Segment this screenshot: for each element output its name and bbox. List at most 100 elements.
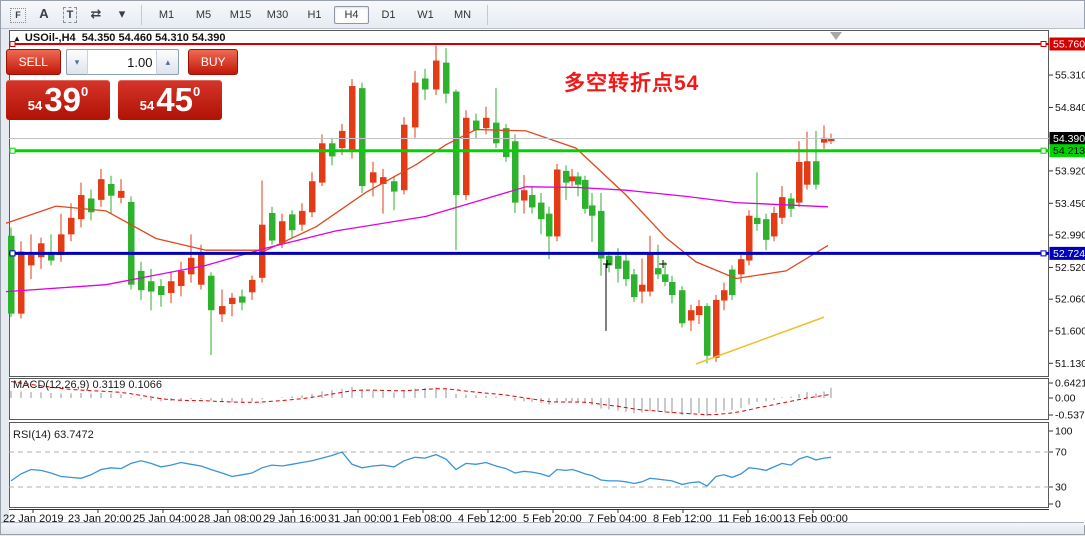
candle-body [299,211,306,225]
rsi-indicator-label: RSI(14) 63.7472 [13,429,94,441]
green-line-price-badge-text: 54.213 [1053,145,1085,157]
current-price-badge-text: 54.390 [1053,133,1085,145]
buy-price-display[interactable]: 54 45 0 [118,80,222,120]
candle-body [763,219,770,240]
candle-body [198,254,205,285]
timeframe-button-M15[interactable]: M15 [223,6,258,24]
candle-body [239,296,246,302]
timeframe-button-MN[interactable]: MN [445,6,480,24]
candle-body [18,252,25,314]
timeframe-button-H4[interactable]: H4 [334,6,369,24]
volume-input[interactable] [87,49,157,75]
resistance-line-handle-right[interactable] [1041,42,1046,47]
volume-decrease-button[interactable]: ▾ [66,49,88,75]
blue-line-price-badge-text: 52.724 [1053,248,1085,260]
macd-indicator-label: MACD(12,26,9) 0.3119 0.1066 [13,379,162,391]
candle-body [589,205,596,215]
blue-support-line-handle-left[interactable] [10,251,15,256]
macd-axis-label: 0.6421 [1055,378,1085,390]
candle-body [219,306,226,314]
candle-body [279,221,286,243]
macd-axis-label: -0.5373 [1055,410,1085,422]
chart-text-annotation[interactable]: 多空转折点54 [564,67,699,97]
candle-body [269,213,276,241]
candle-body [370,172,377,182]
candle-body [453,92,460,195]
candle-body [788,198,795,208]
candle-body [108,184,115,196]
candle-body [188,258,195,275]
candle-body [738,259,745,274]
price-axis-label: 53.920 [1055,165,1085,177]
candle-body [433,61,440,90]
timeframe-button-M5[interactable]: M5 [186,6,221,24]
sell-button[interactable]: SELL [6,49,61,75]
candle-body [229,298,236,304]
candle-body [401,125,408,191]
cycle-arrows-icon[interactable]: ⇄ [86,5,106,24]
candle-body [771,213,778,236]
candle-body [349,86,356,152]
candle-body [721,290,728,300]
buy-button[interactable]: BUY [188,49,238,75]
timeframe-button-D1[interactable]: D1 [371,6,406,24]
macd-values: 0.3119 0.1066 [92,379,162,391]
toolbar-separator [141,5,142,25]
timeframe-button-H1[interactable]: H1 [297,6,332,24]
objects-list-icon[interactable]: F [8,6,28,25]
candle-body [38,243,45,257]
buy-price-prefix: 54 [140,98,154,113]
candle-body [359,88,366,186]
sell-price-main: 39 [44,82,81,118]
candle-body [615,256,622,269]
candle-body [679,290,686,323]
rsi-axis-label: 30 [1055,482,1067,494]
chart-title: ▲USOil-,H4 54.350 54.460 54.310 54.390 [13,32,226,44]
timeframe-button-M1[interactable]: M1 [149,6,184,24]
rsi-value: 63.7472 [54,429,94,441]
timeframe-button-W1[interactable]: W1 [408,6,443,24]
candle-body [647,253,654,292]
price-axis-label: 51.130 [1055,358,1085,370]
candle-body [289,214,296,230]
text-box-icon[interactable]: T [60,6,80,25]
candle-body [639,285,646,292]
candle-body [598,211,605,259]
candle-body [662,274,669,282]
candle-body [98,179,105,200]
blue-support-line-handle-right[interactable] [1041,251,1046,256]
rsi-name: RSI(14) [13,429,51,441]
dropdown-caret-icon[interactable]: ▾ [112,5,132,24]
buy-price-pip: 0 [193,84,200,99]
candle-body [422,78,429,89]
candle-body [779,197,786,218]
collapse-arrow-icon[interactable]: ▲ [13,34,21,43]
candle-body [168,281,175,293]
text-label-icon[interactable]: A [34,4,54,23]
one-click-trading-panel: SELL ▾ ▴ BUY 54 39 0 54 45 0 [6,49,238,120]
toolbar-separator-2 [487,5,488,25]
candle-body [412,83,419,128]
macd-name: MACD(12,26,9) [13,379,89,391]
price-axis-label: 53.450 [1055,198,1085,210]
candle-body [339,131,346,148]
candle-body [521,190,528,200]
price-axis-label: 52.520 [1055,262,1085,274]
sell-price-display[interactable]: 54 39 0 [6,80,110,120]
green-support-line-handle-right[interactable] [1041,148,1046,153]
volume-increase-button[interactable]: ▴ [157,49,179,75]
candle-body [538,203,545,220]
candle-body [28,255,35,265]
candle-body [688,310,695,320]
candle-body [493,123,500,144]
timeframe-button-M30[interactable]: M30 [260,6,295,24]
candle-body [631,274,638,297]
candle-body [796,162,803,203]
price-axis-label: 54.840 [1055,102,1085,114]
resistance-price-badge-text: 55.760 [1053,39,1085,51]
green-support-line-handle-left[interactable] [10,148,15,153]
candle-body [259,225,266,278]
